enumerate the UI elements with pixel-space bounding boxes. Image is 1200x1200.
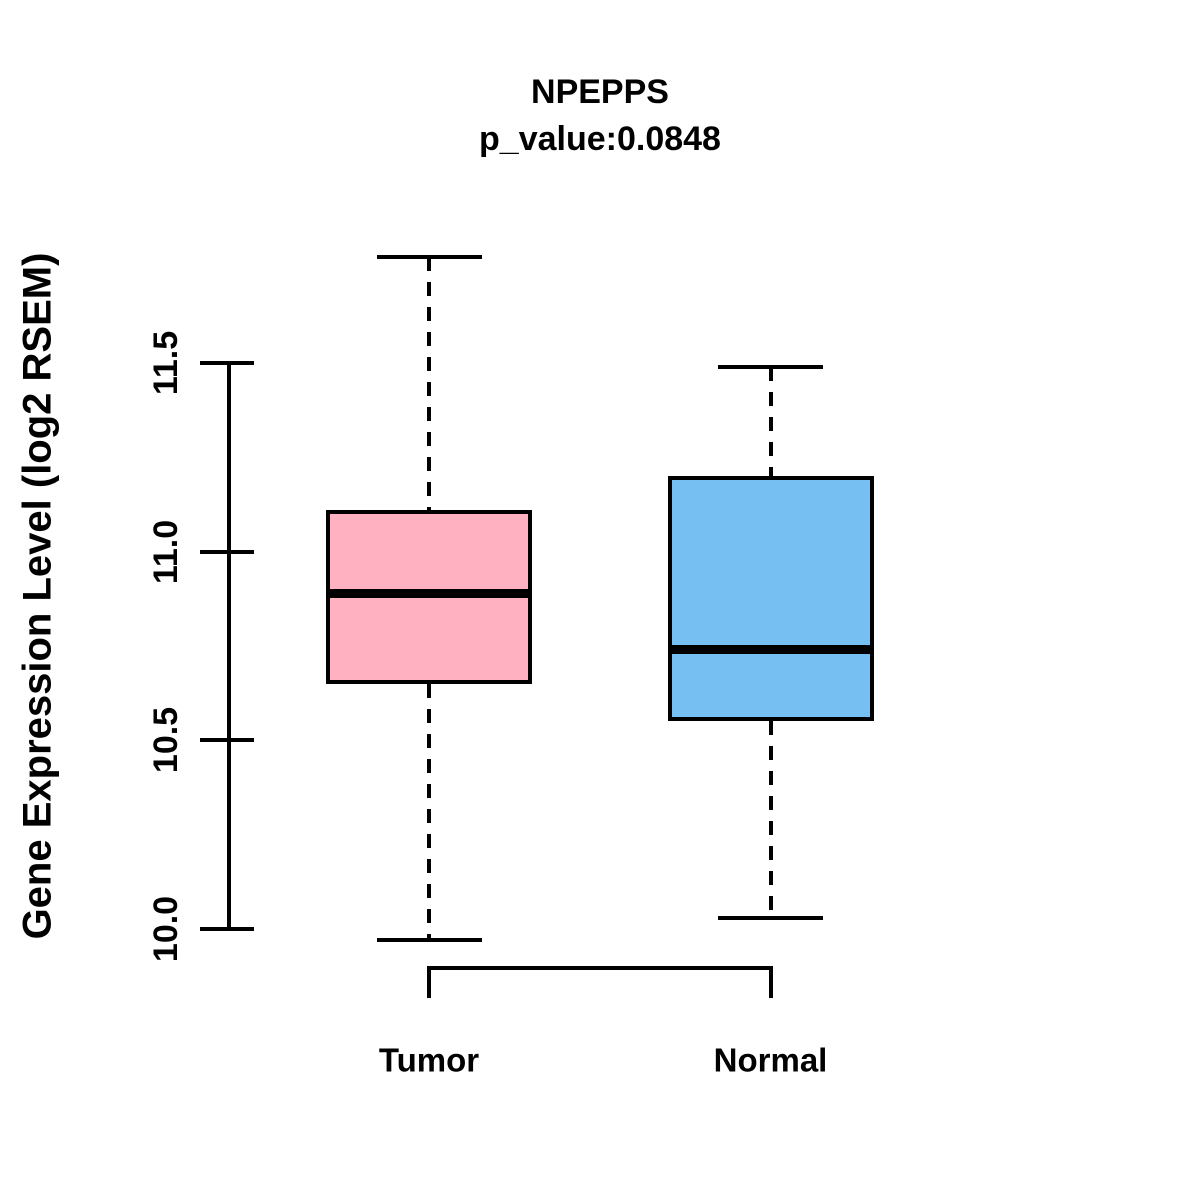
x-label-tumor: Tumor [378, 1041, 480, 1079]
median-line-normal [667, 645, 874, 655]
box-normal [667, 476, 874, 722]
y-tick-label: 10.0 [147, 895, 185, 963]
whisker-cap-lower-tumor [376, 938, 482, 943]
x-label-normal: Normal [713, 1041, 828, 1079]
y-tick-label: 10.5 [147, 707, 185, 774]
chart-title: NPEPPS [531, 73, 669, 111]
y-axis-tick [200, 361, 254, 365]
y-tick-label: 11.0 [147, 519, 185, 584]
chart-subtitle-pvalue: p_value:0.0848 [479, 120, 721, 158]
whisker-lower-tumor [427, 683, 431, 941]
whisker-upper-normal [768, 366, 773, 477]
y-axis-tick [200, 549, 254, 554]
whisker-cap-lower-normal [718, 915, 823, 920]
whisker-cap-upper-normal [718, 364, 823, 369]
y-axis-line [227, 361, 231, 931]
whisker-lower-normal [768, 721, 773, 918]
y-tick-label: 11.5 [147, 330, 185, 396]
median-line-tumor [326, 588, 532, 598]
y-axis-tick [200, 738, 254, 743]
x-axis-bracket-line [427, 966, 773, 970]
x-axis-bracket-tick-right [768, 966, 773, 998]
whisker-cap-upper-tumor [376, 255, 482, 260]
whisker-upper-tumor [427, 257, 431, 511]
y-axis-tick [200, 926, 254, 931]
x-axis-bracket-tick-left [427, 966, 431, 998]
